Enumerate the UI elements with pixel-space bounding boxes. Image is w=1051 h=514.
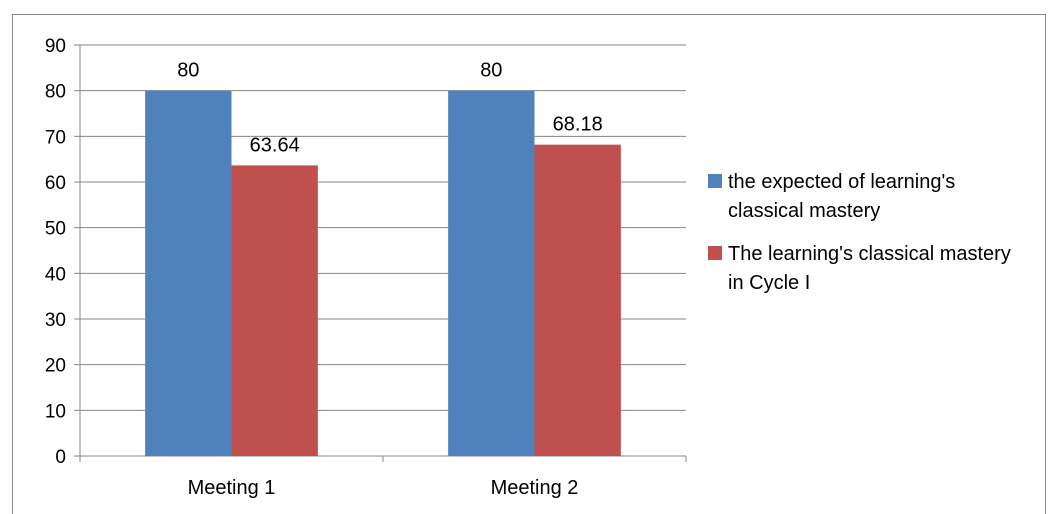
legend-swatch-expected xyxy=(708,174,722,188)
legend-swatch-cycle-1 xyxy=(708,246,722,260)
bar xyxy=(231,165,318,457)
y-tick-label: 90 xyxy=(45,36,66,57)
data-label: 68.18 xyxy=(553,114,603,136)
y-tick-label: 50 xyxy=(45,219,66,240)
legend: the expected of learning's classical mas… xyxy=(708,168,1028,312)
bar xyxy=(448,90,535,457)
data-label: 80 xyxy=(480,60,502,82)
y-tick-label: 30 xyxy=(45,310,66,331)
bar xyxy=(145,90,232,457)
y-tick-label: 0 xyxy=(55,447,66,468)
y-tick-label: 70 xyxy=(45,127,66,148)
bar xyxy=(534,144,621,457)
x-category-label: Meeting 2 xyxy=(491,477,579,499)
y-tick-label: 80 xyxy=(45,82,66,103)
chart-frame xyxy=(12,14,1046,514)
y-tick-label: 10 xyxy=(45,401,66,422)
data-label: 80 xyxy=(177,60,199,82)
y-tick-label: 40 xyxy=(45,264,66,285)
y-tick-label: 20 xyxy=(45,356,66,377)
x-category-label: Meeting 1 xyxy=(188,477,276,499)
legend-item-expected: the expected of learning's classical mas… xyxy=(708,168,1028,226)
legend-item-cycle-1: The learning's classical mastery in Cycl… xyxy=(708,240,1028,298)
y-tick-label: 60 xyxy=(45,173,66,194)
data-label: 63.64 xyxy=(250,134,300,156)
legend-label-expected: the expected of learning's classical mas… xyxy=(728,171,956,222)
legend-label-cycle-1: The learning's classical mastery in Cycl… xyxy=(728,243,1011,294)
